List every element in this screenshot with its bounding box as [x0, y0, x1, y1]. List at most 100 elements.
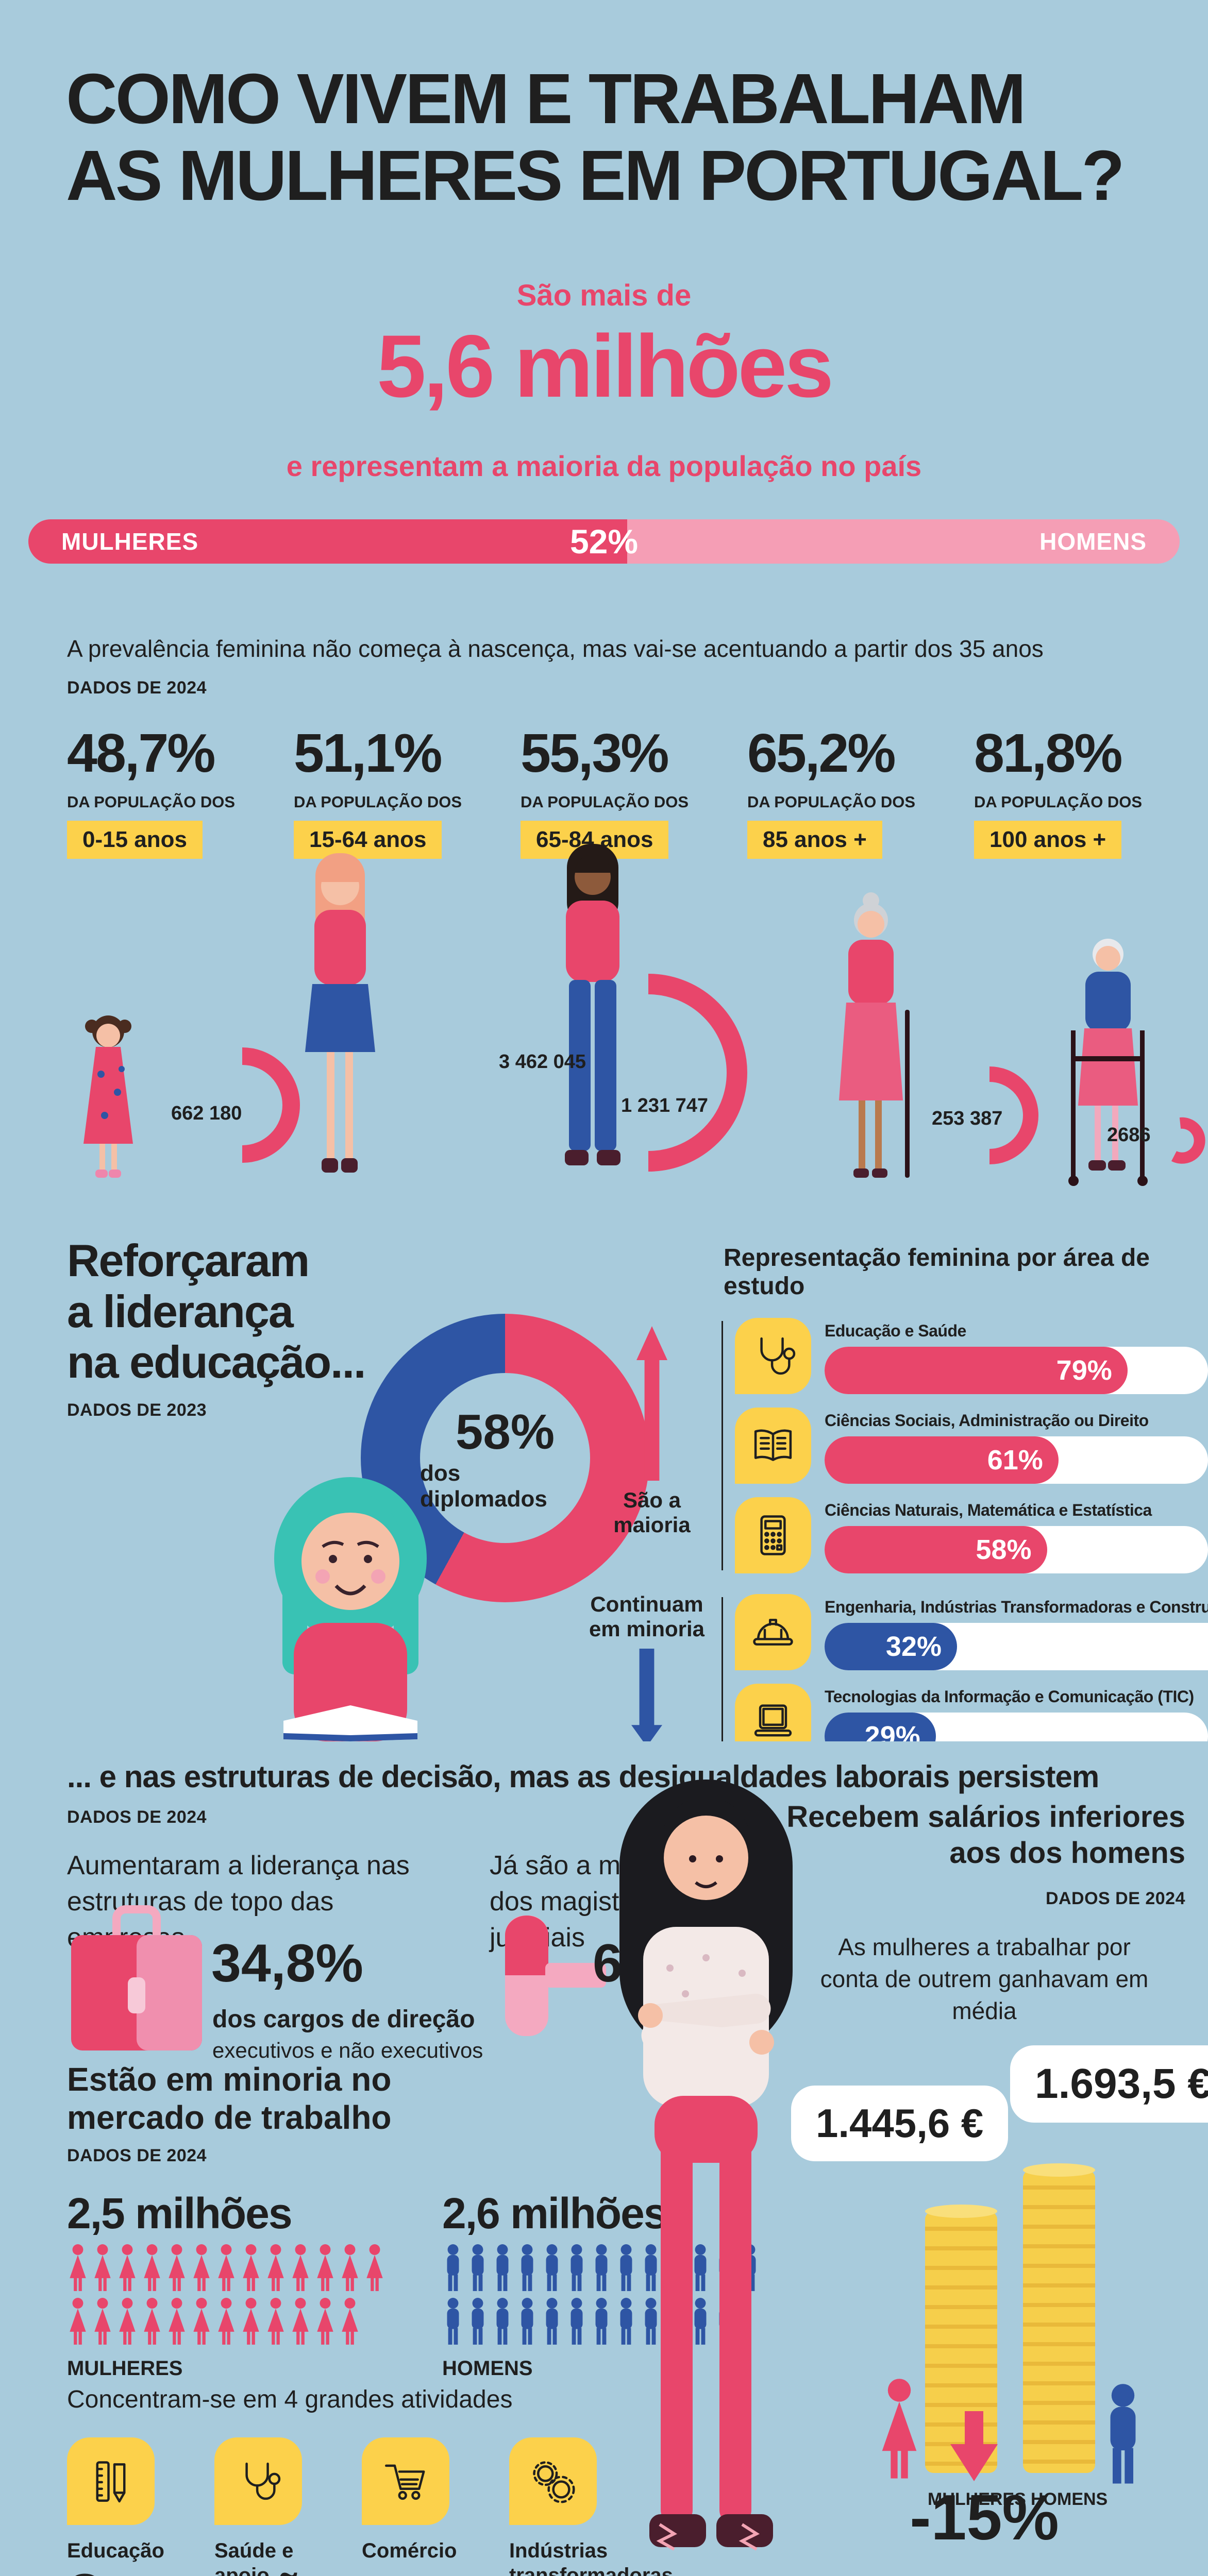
men-wage-bubble: 1.693,5 €: [1010, 2045, 1208, 2123]
area-row-social-sciences: Ciências Sociais, Administração ou Direi…: [735, 1408, 1208, 1484]
leadership-pct: 34,8%: [211, 1934, 363, 1993]
stat-85plus: 65,2% DA POPULAÇÃO DOS 85 anos +: [747, 722, 974, 859]
gender-share-bar: MULHERES 52% HOMENS: [28, 519, 1180, 564]
activities-block: Concentram-se em 4 grandes atividades Ed…: [67, 2385, 675, 2576]
area-bar-fill: 58%: [825, 1526, 1047, 1573]
study-areas-block: Representação feminina por área de estud…: [722, 1244, 1208, 1741]
illustration-girl: [83, 1015, 133, 1178]
age-chip: 100 anos +: [974, 821, 1122, 859]
women-wage-bubble: 1.445,6 €: [791, 2086, 1009, 2161]
stat-caption: DA POPULAÇÃO DOS: [974, 793, 1143, 811]
briefcase-icon: [71, 1905, 202, 2050]
age-figures-illustration: [83, 844, 1205, 1186]
stethoscope-icon: [735, 1318, 811, 1394]
minority-group-label: Continuam em minoria: [588, 1592, 706, 1741]
minority-label-text: Continuam em minoria: [589, 1592, 705, 1641]
count-85plus: 253 387: [932, 1108, 1003, 1129]
minority-areas-group: Engenharia, Indústrias Transformadoras e…: [722, 1594, 1208, 1741]
population-arc-2: [648, 974, 747, 1172]
wages-title: Recebem salários inferiores aos dos home…: [786, 1800, 1185, 1870]
age-chip: 85 anos +: [747, 821, 882, 859]
majority-label-text: São a maioria: [613, 1488, 691, 1537]
women-count: 2,5 milhões: [67, 2189, 293, 2238]
laptop-icon: [735, 1684, 811, 1741]
labor-market-note: DADOS DE 2024: [67, 2146, 207, 2166]
activity-health: Saúde e apoio social: [214, 2437, 333, 2576]
area-bar-pct: 79%: [1056, 1355, 1112, 1386]
graduates-donut-caption: dos diplomados: [420, 1461, 547, 1512]
area-row-natural-sciences: Ciências Naturais, Matemática e Estatíst…: [735, 1497, 1208, 1573]
graduates-donut-center: 58% dos diplomados: [420, 1373, 590, 1543]
area-bar-pct: 58%: [976, 1534, 1032, 1565]
stat-caption: DA POPULAÇÃO DOS: [521, 793, 689, 811]
calculator-icon: [735, 1497, 811, 1573]
area-bar-fill: 79%: [825, 1347, 1128, 1394]
wages-men-label: HOMENS: [1031, 2489, 1108, 2509]
age-chip: 15-64 anos: [294, 821, 442, 859]
area-row-education-health: Educação e Saúde 79%: [735, 1318, 1208, 1394]
intro-lead-small: São mais de: [516, 279, 692, 312]
page-title-line1: COMO VIVEM E TRABALHAM: [66, 59, 1026, 139]
population-arc-4: [1171, 1117, 1205, 1164]
illustration-student-reading: [274, 1477, 427, 1741]
count-100plus: 2686: [1107, 1124, 1151, 1146]
area-bar: 79%: [825, 1347, 1208, 1394]
count-0-15: 662 180: [171, 1103, 242, 1124]
man-icon: [1100, 2383, 1146, 2486]
area-row-ict: Tecnologias da Informação e Comunicação …: [735, 1684, 1208, 1741]
area-row-engineering: Engenharia, Indústrias Transformadoras e…: [735, 1594, 1208, 1670]
labor-market-men: 2,6 milhões HOMENS: [442, 2189, 761, 2380]
woman-icon: [876, 2378, 922, 2481]
area-bar-fill: 29%: [825, 1713, 936, 1741]
arrow-up-icon: [636, 1326, 667, 1481]
graduates-donut-pct: 58%: [455, 1404, 555, 1460]
area-bar-fill: 32%: [825, 1623, 957, 1670]
area-bar-fill: 61%: [825, 1436, 1059, 1484]
decision-title: ... e nas estruturas de decisão, mas as …: [67, 1759, 1099, 1794]
stat-15-64: 51,1% DA POPULAÇÃO DOS 15-64 anos: [294, 722, 521, 859]
hard-hat-icon: [735, 1594, 811, 1670]
illustration-adult-woman: [565, 844, 620, 1165]
education-title-line3: na educação...: [67, 1336, 366, 1388]
coin-stack-women: [925, 2205, 997, 2473]
illustration-young-woman: [305, 853, 375, 1173]
illustration-older-woman: [839, 892, 910, 1178]
arrow-down-icon: [631, 1649, 662, 1741]
education-section: Reforçaram a liderança na educação... DA…: [0, 1211, 1208, 1741]
labor-market-women: 2,5 milhões MULHERES: [67, 2189, 385, 2380]
stat-100plus: 81,8% DA POPULAÇÃO DOS 100 anos +: [974, 722, 1201, 859]
area-label: Engenharia, Indústrias Transformadoras e…: [825, 1598, 1208, 1616]
area-label: Ciências Naturais, Matemática e Estatíst…: [825, 1501, 1152, 1519]
stat-pct: 51,1%: [294, 723, 443, 784]
stat-pct: 48,7%: [67, 723, 216, 784]
activity-label: Saúde e apoio social: [214, 2539, 294, 2576]
area-bar: 32%: [825, 1623, 1208, 1670]
wages-women-label: MULHERES: [928, 2489, 1026, 2509]
leadership-caption-bold: dos cargos de direção: [212, 2006, 475, 2033]
illustration-standing-woman: [619, 1780, 793, 2551]
gender-bar-value: 52%: [569, 522, 639, 561]
gender-bar-label-men: HOMENS: [1039, 528, 1147, 555]
activity-industry: Indústrias transformadoras: [509, 2437, 673, 2576]
stethoscope-icon: [214, 2437, 302, 2525]
majority-areas-group: Educação e Saúde 79% Ciências Sociais, A…: [722, 1318, 1208, 1573]
wages-note: DADOS DE 2024: [1045, 1889, 1185, 1908]
page-title: COMO VIVEM E TRABALHAM AS MULHERES EM PO…: [66, 59, 1125, 214]
illustration-elderly-woman: [1068, 939, 1148, 1186]
prevalence-lead: A prevalência feminina não começa à nasc…: [67, 635, 1044, 662]
wages-lead: As mulheres a trabalhar por conta de out…: [820, 1934, 1149, 2025]
activity-label: Comércio: [362, 2539, 457, 2562]
area-bar-pct: 29%: [864, 1721, 920, 1741]
stat-pct: 55,3%: [521, 723, 669, 784]
population-arc-1: [242, 1047, 300, 1163]
count-15-64: 3 462 045: [499, 1051, 586, 1073]
open-book-icon: [735, 1408, 811, 1484]
shopping-cart-icon: [362, 2437, 449, 2525]
study-areas-title: Representação feminina por área de estud…: [724, 1244, 1150, 1300]
activities-title: Concentram-se em 4 grandes atividades: [67, 2386, 513, 2413]
labor-market-block: Estão em minoria no mercado de trabalho …: [67, 2061, 675, 2380]
stat-pct: 81,8%: [974, 723, 1123, 784]
gender-share-bar-women-fill: [28, 519, 627, 564]
gender-bar-label-women: MULHERES: [61, 528, 199, 555]
majority-group-label: São a maioria: [593, 1319, 711, 1537]
